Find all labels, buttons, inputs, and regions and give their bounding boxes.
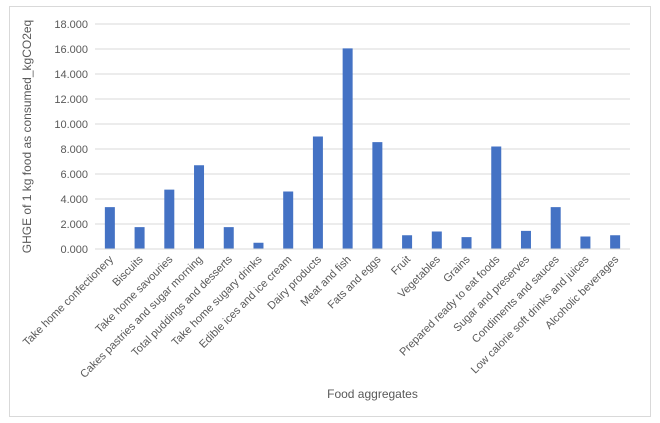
bar [550, 207, 561, 249]
bar [520, 230, 531, 249]
bar [104, 207, 115, 249]
bar [491, 146, 502, 249]
y-tick-label: 2.000 [60, 219, 88, 231]
bar [283, 191, 294, 249]
bars [104, 48, 621, 249]
y-tick-label: 18.000 [54, 19, 88, 31]
bar [223, 227, 234, 249]
bar [431, 231, 442, 249]
bar [610, 235, 621, 249]
bar [402, 235, 413, 249]
y-tick-label: 16.000 [54, 44, 88, 56]
x-category-label: Fats and eggs [326, 253, 384, 311]
x-axis-title: Food aggregates [327, 387, 418, 401]
bar [580, 236, 591, 249]
y-axis-title: GHGE of 1 kg food as consumed_kgCO2eq [20, 20, 34, 253]
y-axis-ticks: 0.000 2.000 4.000 6.000 8.000 10.000 12.000 14.… [54, 19, 88, 256]
bar [461, 237, 472, 249]
bar [164, 189, 175, 249]
y-tick-label: 10.000 [54, 119, 88, 131]
y-tick-label: 8.000 [60, 144, 88, 156]
bar [134, 227, 145, 249]
bar [372, 142, 383, 249]
x-category-label: Fruit [389, 254, 413, 278]
bar [342, 48, 353, 249]
bar [253, 242, 264, 249]
y-tick-label: 4.000 [60, 194, 88, 206]
gridlines [95, 23, 630, 225]
y-tick-label: 14.000 [54, 69, 88, 81]
y-tick-label: 6.000 [60, 169, 88, 181]
bar [312, 136, 323, 249]
bar [194, 165, 205, 249]
y-tick-label: 12.000 [54, 94, 88, 106]
y-tick-label: 0.000 [60, 244, 88, 256]
